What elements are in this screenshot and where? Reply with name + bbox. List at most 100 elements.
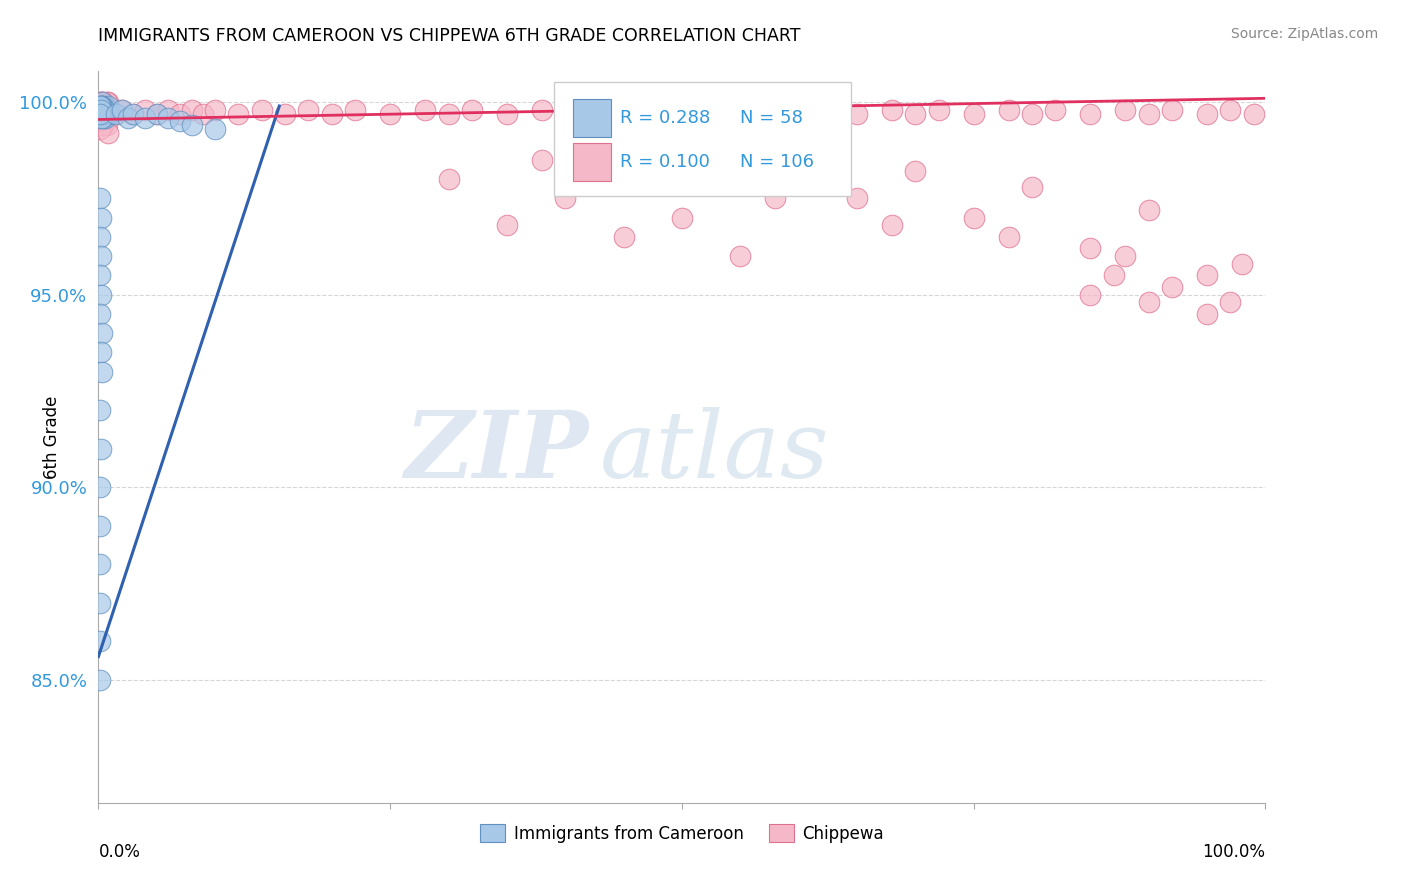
Point xyxy=(90,103,112,117)
Text: 100.0%: 100.0% xyxy=(1202,843,1265,861)
Point xyxy=(104,106,127,120)
Point xyxy=(97,111,120,125)
Point xyxy=(89,95,111,110)
Point xyxy=(89,634,111,648)
Text: 6th Grade: 6th Grade xyxy=(42,395,60,479)
Point xyxy=(104,106,127,120)
Point xyxy=(90,95,112,110)
Point xyxy=(730,106,752,120)
Point xyxy=(695,103,717,117)
Point xyxy=(90,106,112,120)
Point xyxy=(96,118,118,132)
Text: IMMIGRANTS FROM CAMEROON VS CHIPPEWA 6TH GRADE CORRELATION CHART: IMMIGRANTS FROM CAMEROON VS CHIPPEWA 6TH… xyxy=(98,27,801,45)
Point xyxy=(380,106,402,120)
Point xyxy=(437,172,460,186)
Point xyxy=(91,118,114,132)
Point xyxy=(962,211,984,225)
Point xyxy=(997,103,1019,117)
Point xyxy=(90,99,112,113)
Point xyxy=(90,95,112,110)
Point xyxy=(91,103,114,117)
Point xyxy=(811,103,834,117)
Point xyxy=(89,268,111,283)
Point xyxy=(297,103,319,117)
Point xyxy=(98,106,121,120)
Point xyxy=(180,118,202,132)
Text: N = 106: N = 106 xyxy=(741,153,814,171)
Point xyxy=(846,106,869,120)
Text: R = 0.288: R = 0.288 xyxy=(620,109,710,128)
Point xyxy=(97,99,120,113)
Point xyxy=(90,111,112,125)
Point xyxy=(91,106,114,120)
Point xyxy=(437,106,460,120)
Point xyxy=(90,99,112,113)
Point xyxy=(530,103,553,117)
Point xyxy=(89,122,111,136)
Point xyxy=(1045,103,1067,117)
Point xyxy=(496,219,519,233)
Point xyxy=(461,103,484,117)
Point xyxy=(97,103,120,117)
Point xyxy=(1161,280,1184,294)
Point xyxy=(89,403,111,417)
Point xyxy=(554,191,576,205)
Point xyxy=(90,99,112,113)
Point xyxy=(880,103,903,117)
Text: ZIP: ZIP xyxy=(405,407,589,497)
Point xyxy=(90,114,112,128)
Point xyxy=(98,103,121,117)
Point xyxy=(94,99,117,113)
Point xyxy=(1243,106,1265,120)
Point xyxy=(157,111,180,125)
Point xyxy=(89,673,111,687)
Point xyxy=(89,230,111,244)
FancyBboxPatch shape xyxy=(554,82,851,195)
Point xyxy=(90,442,112,456)
Point xyxy=(1219,103,1241,117)
Point xyxy=(93,103,115,117)
Point xyxy=(1195,268,1218,283)
Point xyxy=(89,106,111,120)
Point xyxy=(1114,103,1136,117)
Point xyxy=(157,103,180,117)
Point xyxy=(90,106,112,120)
Point xyxy=(97,126,120,140)
Point xyxy=(578,103,600,117)
Point xyxy=(193,106,215,120)
Point xyxy=(1195,106,1218,120)
Legend: Immigrants from Cameroon, Chippewa: Immigrants from Cameroon, Chippewa xyxy=(474,818,890,849)
Point xyxy=(962,106,984,120)
Point xyxy=(89,99,111,113)
Point xyxy=(89,557,111,571)
Point xyxy=(880,219,903,233)
Bar xyxy=(574,143,610,181)
Point xyxy=(90,287,112,301)
Point xyxy=(413,103,436,117)
Point xyxy=(671,211,693,225)
Text: 0.0%: 0.0% xyxy=(98,843,141,861)
Point xyxy=(228,106,250,120)
Point xyxy=(180,103,202,117)
Point xyxy=(146,106,169,120)
Point xyxy=(93,99,115,113)
Point xyxy=(1137,106,1160,120)
Bar xyxy=(574,99,610,137)
Point xyxy=(169,114,191,128)
Point xyxy=(787,106,810,120)
Point xyxy=(94,106,117,120)
Point xyxy=(94,106,117,120)
Point xyxy=(90,99,112,113)
Text: atlas: atlas xyxy=(600,407,830,497)
Point xyxy=(1080,242,1102,256)
Point xyxy=(530,153,553,167)
Point xyxy=(647,103,669,117)
Point xyxy=(97,106,120,120)
Point xyxy=(93,111,115,125)
Point xyxy=(91,111,114,125)
Point xyxy=(647,172,669,186)
Point xyxy=(111,103,134,117)
Point xyxy=(134,103,156,117)
Point xyxy=(89,596,111,610)
Point xyxy=(90,111,112,125)
